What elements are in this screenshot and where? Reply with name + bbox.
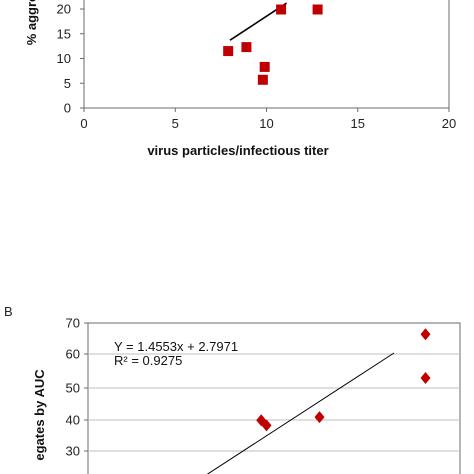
panel-label-b: B	[4, 304, 13, 319]
top-y-tick-label: 20	[57, 2, 71, 17]
top-x-tick-label: 5	[172, 116, 179, 131]
data-point-diamond	[420, 372, 431, 385]
data-point-square	[259, 61, 270, 72]
top-y-axis-title: % aggre	[24, 0, 39, 45]
bottom-y-tick-label: 50	[66, 381, 80, 396]
top-y-tick-label: 5	[64, 76, 71, 91]
top-y-tick-label: 10	[57, 51, 71, 66]
trendline-equation: Y = 1.4553x + 2.7971	[114, 339, 238, 354]
top-plot-area	[83, 0, 450, 109]
data-point-square	[257, 74, 268, 85]
bottom-y-tick-label: 30	[66, 444, 80, 459]
top-y-tick-label: 15	[57, 26, 71, 41]
bottom-data-points	[256, 328, 431, 432]
data-point-diamond	[261, 419, 272, 432]
top-data-points	[223, 4, 323, 85]
data-point-square	[241, 42, 252, 53]
bottom-y-tick-label: 40	[66, 413, 80, 428]
bottom-gridlines	[88, 353, 460, 452]
data-point-diamond	[420, 328, 431, 341]
data-point-diamond	[314, 411, 325, 424]
top-x-tick-label: 15	[351, 116, 365, 131]
top-y-tick-label: 0	[64, 101, 71, 116]
data-point-square	[276, 4, 287, 15]
bottom-plot-area	[87, 322, 461, 474]
top-x-ticks: 0 5 10 15 20	[80, 108, 456, 131]
top-y-ticks: 0 5 10 15 20	[57, 2, 84, 116]
data-point-square	[312, 4, 323, 15]
bottom-panel: B 70 60 50 40 30 egates by AUC Y = 1.4553x +…	[4, 304, 461, 474]
top-x-tick-label: 0	[80, 116, 87, 131]
bottom-trendline	[206, 352, 395, 474]
data-point-square	[223, 46, 234, 57]
bottom-y-tick-label: 60	[66, 347, 80, 362]
top-panel: 0 5 10 15 20 0 5 10 15 20 % aggre virus particle…	[24, 0, 456, 158]
top-x-axis-title: virus particles/infectious titer	[147, 143, 328, 158]
top-x-tick-label: 20	[442, 116, 456, 131]
bottom-y-axis-title: egates by AUC	[32, 369, 47, 461]
bottom-y-ticks: 70 60 50 40 30	[66, 316, 88, 459]
trendline-r-squared: R² = 0.9275	[114, 353, 182, 368]
top-x-tick-label: 10	[259, 116, 273, 131]
bottom-y-tick-label: 70	[66, 316, 80, 331]
